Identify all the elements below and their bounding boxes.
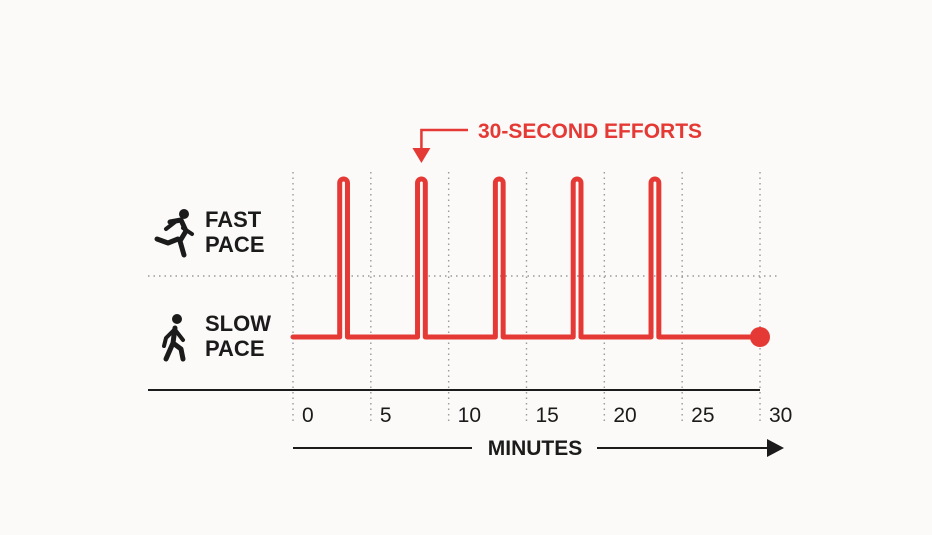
icon-part xyxy=(154,236,181,246)
x-tick-label: 5 xyxy=(380,404,392,427)
x-tick-label: 30 xyxy=(769,404,792,427)
icon-part xyxy=(179,209,189,219)
icon-part xyxy=(162,327,185,348)
x-axis-arrowhead xyxy=(767,439,784,457)
y-label-line: FAST xyxy=(205,207,262,232)
annotation: 30-SECOND EFFORTS xyxy=(412,120,702,163)
annotation-label: 30-SECOND EFFORTS xyxy=(478,120,702,143)
walking-person-icon xyxy=(162,314,186,362)
pace-series xyxy=(290,176,770,347)
annotation-arrow xyxy=(420,128,468,150)
x-axis-title: MINUTES xyxy=(488,437,583,460)
icon-part xyxy=(164,220,194,236)
y-label-line: PACE xyxy=(205,232,265,257)
y-label-line: SLOW xyxy=(205,311,271,336)
icon-part xyxy=(172,314,182,324)
x-tick-label: 25 xyxy=(691,404,714,427)
end-marker-dot xyxy=(750,327,770,347)
y-label-line: PACE xyxy=(205,336,265,361)
annotation-arrowhead xyxy=(412,148,431,163)
icon-part xyxy=(163,325,186,362)
running-person-icon xyxy=(154,209,194,258)
x-tick-label: 20 xyxy=(613,404,636,427)
x-tick-label: 0 xyxy=(302,404,314,427)
x-tick-label: 15 xyxy=(536,404,559,427)
grid xyxy=(148,172,780,425)
x-axis-title-group: MINUTES xyxy=(293,437,784,460)
x-tick-label: 10 xyxy=(458,404,481,427)
x-tick-labels: 0 5 10 15 20 25 30 xyxy=(302,404,792,427)
pace-line xyxy=(290,176,763,340)
